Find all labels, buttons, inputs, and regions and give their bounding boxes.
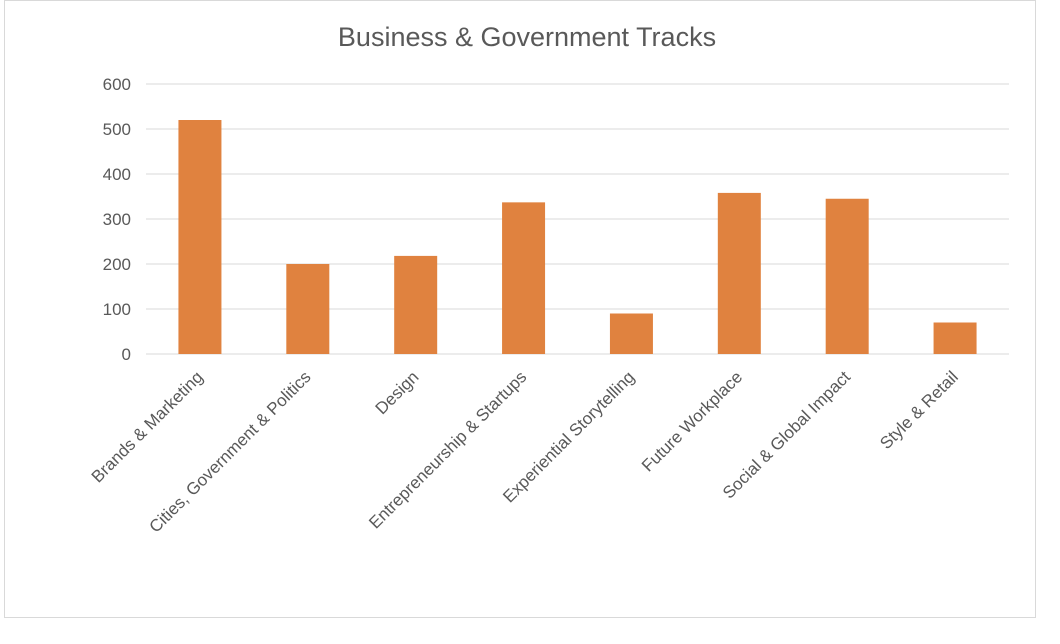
y-axis-ticks: 0 100 200 300 400 500 600 [103,75,131,364]
x-category-label: Design [372,367,423,418]
y-tick-label: 0 [122,345,131,364]
x-category-label: Future Workplace [638,367,746,475]
bar [394,255,438,354]
bar [717,192,761,354]
bar [933,322,977,354]
y-tick-label: 500 [103,120,131,139]
y-tick-label: 100 [103,300,131,319]
y-tick-label: 600 [103,75,131,94]
y-tick-label: 300 [103,210,131,229]
y-tick-label: 200 [103,255,131,274]
bars [178,120,977,354]
y-tick-label: 400 [103,165,131,184]
gridlines [146,83,1009,355]
bar [609,313,653,354]
x-category-label: Brands & Marketing [88,367,207,486]
chart-title: Business & Government Tracks [338,22,716,52]
bar [825,198,869,354]
bar [502,202,546,354]
bar [178,120,222,354]
x-category-label: Style & Retail [876,367,962,453]
bar [286,264,330,354]
